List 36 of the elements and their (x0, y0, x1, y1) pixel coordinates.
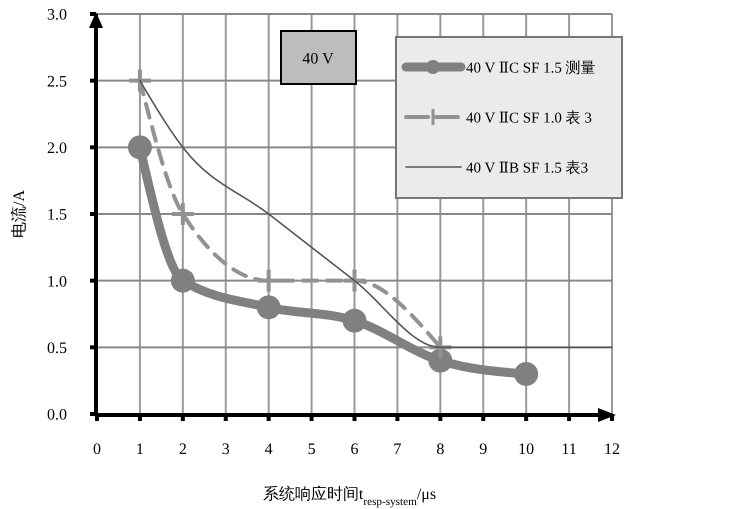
x-tick-label: 5 (308, 441, 316, 458)
point (256, 295, 281, 320)
y-axis-title: 电流/A (10, 190, 28, 238)
x-tick-label: 1 (136, 441, 144, 458)
annotation: 40 V (302, 50, 334, 68)
x-tick-label: 10 (518, 441, 534, 458)
x-tick-label: 0 (93, 441, 101, 458)
legend-label: 40 V ⅡC SF 1.0 表 3 (466, 109, 592, 126)
y-tick-label: 2.5 (47, 73, 67, 90)
y-tick-label: 2.0 (47, 140, 67, 157)
point (258, 270, 280, 292)
point (428, 348, 452, 373)
y-tick-label: 0.5 (47, 340, 67, 357)
x-tick-label: 3 (222, 441, 230, 458)
point (128, 70, 151, 92)
x-tick-label: 11 (561, 441, 577, 458)
x-tick-label: 12 (604, 441, 620, 458)
point (344, 270, 366, 292)
point (342, 308, 366, 333)
y-tick-label: 3.0 (47, 6, 67, 24)
point (128, 135, 152, 160)
point (514, 362, 538, 386)
point (170, 268, 195, 293)
x-tick-label: 9 (479, 441, 488, 458)
x-tick-label: 6 (350, 441, 358, 458)
x-tick-label: 7 (393, 441, 402, 458)
point (172, 203, 194, 225)
x-axis-title: 系统响应时间t$_{resp-system}$/μs (262, 485, 436, 508)
y-tick-label: 1.0 (47, 273, 67, 290)
x-tick-label: 2 (178, 441, 187, 458)
y-tick-label: 1.5 (47, 206, 67, 224)
x-tick-label: 8 (436, 441, 444, 458)
x-tick-label: 4 (264, 441, 273, 458)
y-tick-label: 0.0 (47, 406, 67, 424)
legend-label: 40 V ⅡB SF 1.5 表3 (466, 159, 588, 176)
legend-label: 40 V ⅡC SF 1.5 测量 (466, 59, 596, 76)
